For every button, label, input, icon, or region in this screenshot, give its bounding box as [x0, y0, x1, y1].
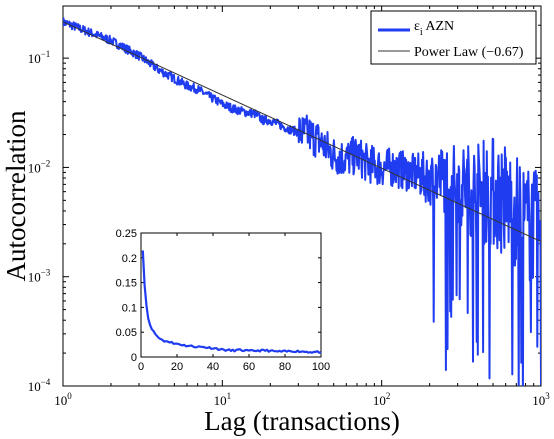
inset-y-tick-label: 0	[131, 352, 137, 364]
inset-chart: 0 20 40 60 80 100 0 0.05 0.1 0.15 0.2 0.25	[116, 228, 331, 373]
inset-y-tick-label: 0.1	[122, 302, 137, 314]
series-line-power-law	[63, 21, 541, 242]
legend-label-azn: εi AZN	[414, 19, 454, 38]
y-tick-label-base: 10	[28, 51, 41, 66]
x-tick-label-base: 10	[214, 393, 227, 408]
legend-label-power-law: Power Law (−0.67)	[414, 45, 524, 60]
inset-x-tick-label: 20	[171, 361, 183, 373]
legend-label-azn-rest: AZN	[423, 19, 455, 34]
x-tick-label: 100	[54, 391, 72, 408]
inset-x-tick-label: 100	[312, 361, 330, 373]
x-tick-label-exp: 3	[545, 391, 550, 401]
inset-series-group	[141, 250, 322, 354]
x-axis-label: Lag (transactions)	[204, 406, 400, 436]
y-tick-label-exp: −1	[41, 49, 51, 59]
y-tick-label-exp: −2	[41, 158, 51, 168]
y-tick-label-base: 10	[28, 379, 41, 394]
y-tick-label-base: 10	[28, 160, 41, 175]
legend-label-azn-sub: i	[420, 27, 423, 38]
inset-x-tick-label: 0	[138, 361, 144, 373]
y-tick-label: 10−1	[28, 49, 51, 66]
inset-x-tick-label: 80	[279, 361, 291, 373]
inset-y-tick-label: 0.15	[116, 278, 137, 290]
y-tick-label: 10−4	[28, 377, 51, 394]
inset-series-line	[141, 250, 322, 354]
x-tick-label: 102	[373, 391, 391, 408]
x-tick-label-base: 10	[54, 393, 67, 408]
y-tick-label-exp: −3	[41, 268, 51, 278]
legend-label-azn-main: ε	[414, 19, 420, 34]
main-series-group	[63, 17, 541, 386]
inset-ticks: 0 20 40 60 80 100 0 0.05 0.1 0.15 0.2 0.25	[116, 228, 331, 373]
y-tick-label: 10−2	[28, 158, 51, 175]
y-tick-label-exp: −4	[41, 377, 51, 387]
inset-y-tick-label: 0.05	[116, 327, 137, 339]
x-tick-label-exp: 0	[67, 391, 72, 401]
y-tick-label: 10−3	[28, 268, 51, 285]
x-tick-label-base: 10	[532, 393, 545, 408]
inset-x-tick-label: 60	[243, 361, 255, 373]
inset-plot-frame	[140, 232, 322, 358]
series-line-azn	[63, 17, 541, 386]
inset-y-tick-label: 0.2	[122, 253, 137, 265]
y-tick-label-base: 10	[28, 270, 41, 285]
legend: εi AZN Power Law (−0.67)	[370, 10, 537, 65]
x-tick-label-exp: 1	[227, 391, 232, 401]
y-axis-label: Autocorrelation	[1, 110, 31, 281]
x-tick-label: 103	[532, 391, 550, 408]
x-tick-label-exp: 2	[386, 391, 391, 401]
inset-y-tick-label: 0.25	[116, 228, 137, 240]
inset-x-tick-label: 40	[207, 361, 219, 373]
x-tick-label: 101	[214, 391, 232, 408]
legend-box	[370, 10, 537, 65]
x-tick-label-base: 10	[373, 393, 386, 408]
